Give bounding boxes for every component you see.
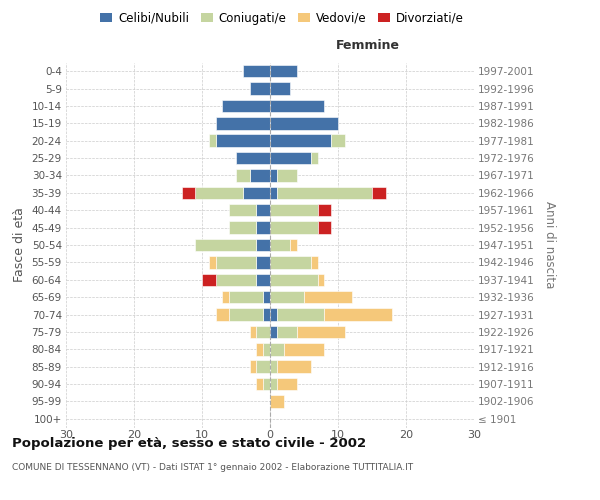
Bar (270, 343, 284, 355)
Bar (270, 222, 317, 234)
Bar (229, 291, 263, 304)
Bar (256, 256, 270, 268)
Bar (270, 117, 338, 130)
Bar (325, 308, 392, 321)
Bar (277, 326, 297, 338)
Bar (270, 169, 277, 181)
Bar (250, 82, 270, 95)
Bar (263, 291, 270, 304)
Bar (243, 65, 270, 78)
Bar (284, 343, 325, 355)
Bar (270, 256, 311, 268)
Bar (311, 152, 317, 164)
Bar (263, 343, 270, 355)
Bar (256, 204, 270, 216)
Bar (372, 186, 386, 199)
Bar (250, 326, 256, 338)
Bar (270, 82, 290, 95)
Bar (317, 274, 325, 286)
Bar (236, 169, 250, 181)
Text: COMUNE DI TESSENNANO (VT) - Dati ISTAT 1° gennaio 2002 - Elaborazione TUTTITALIA: COMUNE DI TESSENNANO (VT) - Dati ISTAT 1… (12, 462, 413, 471)
Bar (223, 100, 270, 112)
Bar (195, 238, 256, 252)
Bar (304, 291, 352, 304)
Bar (270, 308, 277, 321)
Bar (270, 152, 311, 164)
Bar (182, 186, 195, 199)
Bar (311, 256, 317, 268)
Bar (270, 65, 297, 78)
Y-axis label: Fasce di età: Fasce di età (13, 208, 26, 282)
Legend: Celibi/Nubili, Coniugati/e, Vedovi/e, Divorziati/e: Celibi/Nubili, Coniugati/e, Vedovi/e, Di… (95, 7, 469, 30)
Bar (256, 326, 270, 338)
Bar (229, 308, 263, 321)
Bar (209, 256, 215, 268)
Bar (270, 291, 304, 304)
Bar (331, 134, 345, 147)
Bar (270, 360, 277, 373)
Bar (209, 134, 215, 147)
Bar (317, 204, 331, 216)
Bar (229, 204, 256, 216)
Text: Popolazione per età, sesso e stato civile - 2002: Popolazione per età, sesso e stato civil… (12, 438, 366, 450)
Bar (236, 152, 270, 164)
Bar (215, 256, 256, 268)
Bar (277, 378, 297, 390)
Bar (263, 378, 270, 390)
Bar (270, 238, 290, 252)
Text: Femmine: Femmine (336, 38, 400, 52)
Bar (243, 186, 270, 199)
Bar (215, 134, 270, 147)
Bar (215, 308, 229, 321)
Bar (256, 378, 263, 390)
Bar (277, 308, 325, 321)
Bar (256, 238, 270, 252)
Bar (256, 360, 270, 373)
Bar (270, 326, 277, 338)
Bar (277, 169, 297, 181)
Bar (317, 222, 331, 234)
Bar (270, 134, 331, 147)
Bar (270, 100, 325, 112)
Bar (270, 204, 317, 216)
Bar (229, 222, 256, 234)
Bar (270, 186, 277, 199)
Bar (270, 378, 277, 390)
Bar (256, 343, 263, 355)
Bar (256, 274, 270, 286)
Bar (297, 326, 345, 338)
Bar (290, 238, 297, 252)
Bar (215, 274, 256, 286)
Bar (250, 360, 256, 373)
Bar (256, 222, 270, 234)
Bar (202, 274, 215, 286)
Bar (277, 186, 372, 199)
Bar (223, 291, 229, 304)
Bar (277, 360, 311, 373)
Y-axis label: Anni di nascita: Anni di nascita (543, 202, 556, 288)
Bar (250, 169, 270, 181)
Bar (263, 308, 270, 321)
Bar (215, 117, 270, 130)
Bar (195, 186, 243, 199)
Bar (270, 274, 317, 286)
Bar (270, 395, 284, 407)
